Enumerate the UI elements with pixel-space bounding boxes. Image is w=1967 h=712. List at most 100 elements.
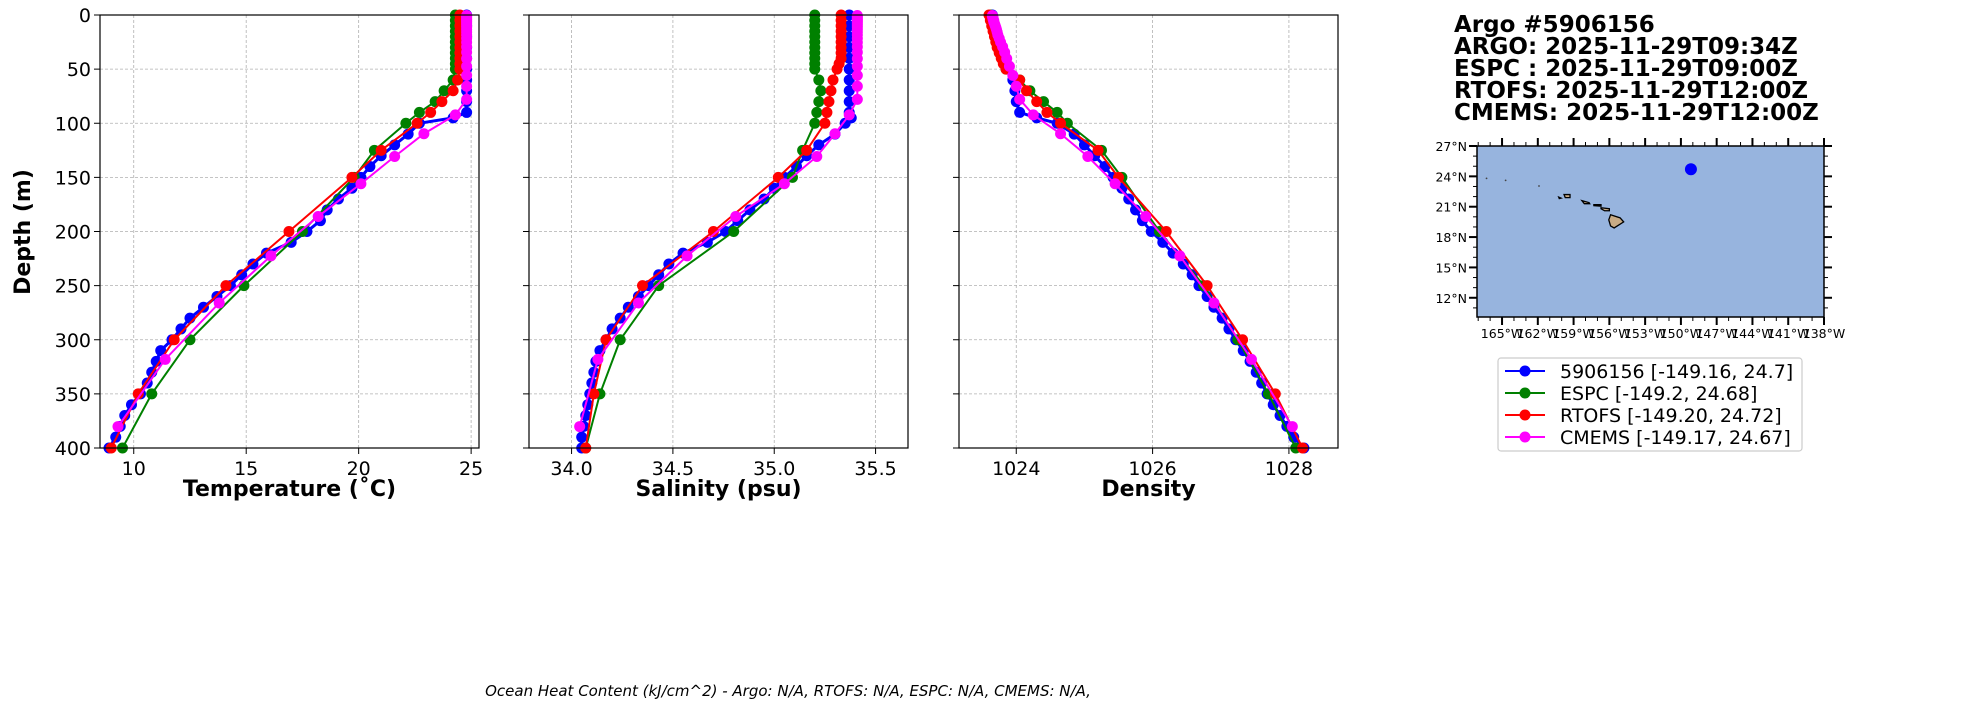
cmems-salinity-point	[851, 60, 863, 72]
legend-marker-icon	[1519, 365, 1531, 377]
cmems-temperature-point	[389, 150, 401, 162]
cmems-salinity-point	[851, 93, 863, 105]
title-espc-time: ESPC : 2025-11-29T09:00Z	[1454, 56, 1798, 82]
map-frame	[1476, 145, 1825, 318]
cmems-temperature-point	[461, 69, 473, 81]
x-tick-label: 35.5	[854, 458, 896, 480]
island-landmass	[1580, 199, 1591, 205]
cmems-salinity-point	[843, 109, 855, 121]
rtofs-temperature-point	[411, 117, 423, 129]
cmems-temperature-point	[213, 297, 225, 309]
rtofs-salinity-point	[819, 117, 831, 129]
espc-temperature-point	[438, 85, 450, 97]
lat-label: 15°N	[1435, 260, 1467, 275]
rtofs-salinity-point	[707, 226, 719, 237]
argo-salinity-point	[839, 117, 851, 129]
location-map: 27°N24°N21°N18°N15°N12°N165°W162°W159°W1…	[1435, 138, 1845, 341]
espc-temperature-point	[184, 334, 196, 346]
series-rtofs-salinity	[580, 9, 847, 454]
rtofs-temperature-point	[283, 226, 295, 237]
argo-temperature-point	[197, 301, 209, 313]
argo-salinity-point	[843, 85, 855, 97]
x-tick-label: 1026	[1128, 458, 1176, 480]
map-ocean	[1477, 146, 1824, 317]
espc-salinity-point	[809, 117, 821, 129]
cmems-temperature-point	[418, 128, 430, 140]
x-tick-label: 1028	[1265, 458, 1313, 480]
y-tick-label: 400	[55, 438, 91, 460]
lon-label: 156°W	[1588, 326, 1630, 341]
legend-marker-icon	[1519, 387, 1531, 399]
legend-label: CMEMS [-149.17, 24.67]	[1560, 427, 1791, 449]
cmems-temperature-point	[461, 53, 473, 65]
cmems-temperature-point	[159, 353, 171, 365]
rtofs-salinity-point	[801, 144, 813, 156]
legend-label: 5906156 [-149.16, 24.7]	[1560, 361, 1793, 383]
cmems-density-point	[1109, 178, 1121, 190]
island-landmass	[1563, 193, 1571, 199]
rtofs-salinity-point	[636, 280, 648, 292]
cmems-temperature-point	[461, 60, 473, 72]
x-axis-label: Density	[1101, 477, 1195, 502]
cmems-salinity-point	[811, 150, 823, 162]
legend-label: RTOFS [-149.20, 24.72]	[1560, 405, 1782, 427]
axes-frame	[958, 14, 1339, 449]
cmems-density-point	[1014, 93, 1026, 105]
rtofs-temperature-point	[168, 334, 180, 346]
espc-salinity-point	[815, 85, 827, 97]
legend: 5906156 [-149.16, 24.7]ESPC [-149.2, 24.…	[1497, 357, 1803, 452]
small-island	[1538, 185, 1540, 187]
espc-temperature-point	[296, 226, 308, 237]
lon-label: 150°W	[1660, 326, 1702, 341]
lon-label: 153°W	[1624, 326, 1666, 341]
argo-salinity-point	[843, 41, 855, 53]
x-tick-label: 25	[459, 458, 483, 480]
y-tick-label: 350	[55, 384, 91, 406]
rtofs-density-point	[1092, 144, 1104, 156]
espc-temperature-point	[413, 106, 425, 118]
argo-salinity-point	[744, 204, 756, 216]
argo-temperature-point	[461, 106, 473, 118]
axes-frame	[99, 14, 480, 449]
lat-label: 12°N	[1435, 291, 1467, 306]
cmems-salinity-point	[592, 353, 604, 365]
argo-temperature-point	[236, 269, 248, 281]
title-rtofs-time: RTOFS: 2025-11-29T12:00Z	[1454, 78, 1808, 104]
cmems-temperature-point	[112, 421, 124, 433]
axes-frame	[528, 14, 909, 449]
argo-temperature-point	[346, 182, 358, 194]
rtofs-density-point	[1020, 85, 1032, 97]
rtofs-salinity-point	[588, 388, 600, 400]
y-tick-label: 50	[67, 59, 91, 81]
y-tick-label: 100	[55, 113, 91, 135]
cmems-salinity-point	[851, 69, 863, 81]
cmems-density-point	[1140, 210, 1152, 222]
rtofs-salinity-point	[823, 96, 835, 108]
small-island	[1504, 179, 1507, 182]
cmems-temperature-point	[461, 80, 473, 92]
panel-salinity: 34.0 34.5 35.0 35.5 Salinity (psu)	[523, 9, 909, 502]
argo-salinity-point	[813, 139, 825, 151]
lat-label: 21°N	[1435, 200, 1467, 215]
y-tick-label: 150	[55, 167, 91, 189]
cmems-salinity-point	[730, 210, 742, 222]
y-axis-label: Depth (m)	[11, 169, 36, 295]
y-tick-label: 0	[79, 5, 91, 27]
cmems-salinity-point	[681, 250, 693, 262]
rtofs-salinity-point	[821, 106, 833, 118]
ocean-heat-content-footer: Ocean Heat Content (kJ/cm^2) - Argo: N/A…	[485, 682, 1091, 700]
cmems-density-point	[1082, 150, 1094, 162]
cmems-density-point	[1003, 60, 1015, 72]
rtofs-temperature-point	[132, 388, 144, 400]
cmems-temperature-point	[312, 210, 324, 222]
legend-entry-cmems: CMEMS [-149.17, 24.67]	[1505, 427, 1791, 449]
x-tick-label: 34.5	[652, 458, 694, 480]
x-axis-label: Temperature (˚C)	[183, 477, 396, 502]
cmems-density-point	[1208, 297, 1220, 309]
espc-salinity-point	[813, 96, 825, 108]
cmems-density-point	[1027, 109, 1039, 121]
espc-salinity-point	[811, 106, 823, 118]
rtofs-temperature-point	[436, 96, 448, 108]
island-landmass	[1557, 195, 1564, 200]
argo-salinity-point	[843, 74, 855, 86]
